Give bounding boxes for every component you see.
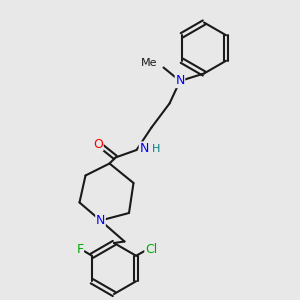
Text: N: N — [175, 74, 185, 88]
Text: Cl: Cl — [145, 243, 157, 256]
Text: H: H — [152, 143, 160, 154]
Text: O: O — [93, 137, 103, 151]
Text: F: F — [76, 243, 83, 256]
Text: N: N — [139, 142, 149, 155]
Text: Me: Me — [141, 58, 158, 68]
Text: N: N — [96, 214, 105, 227]
